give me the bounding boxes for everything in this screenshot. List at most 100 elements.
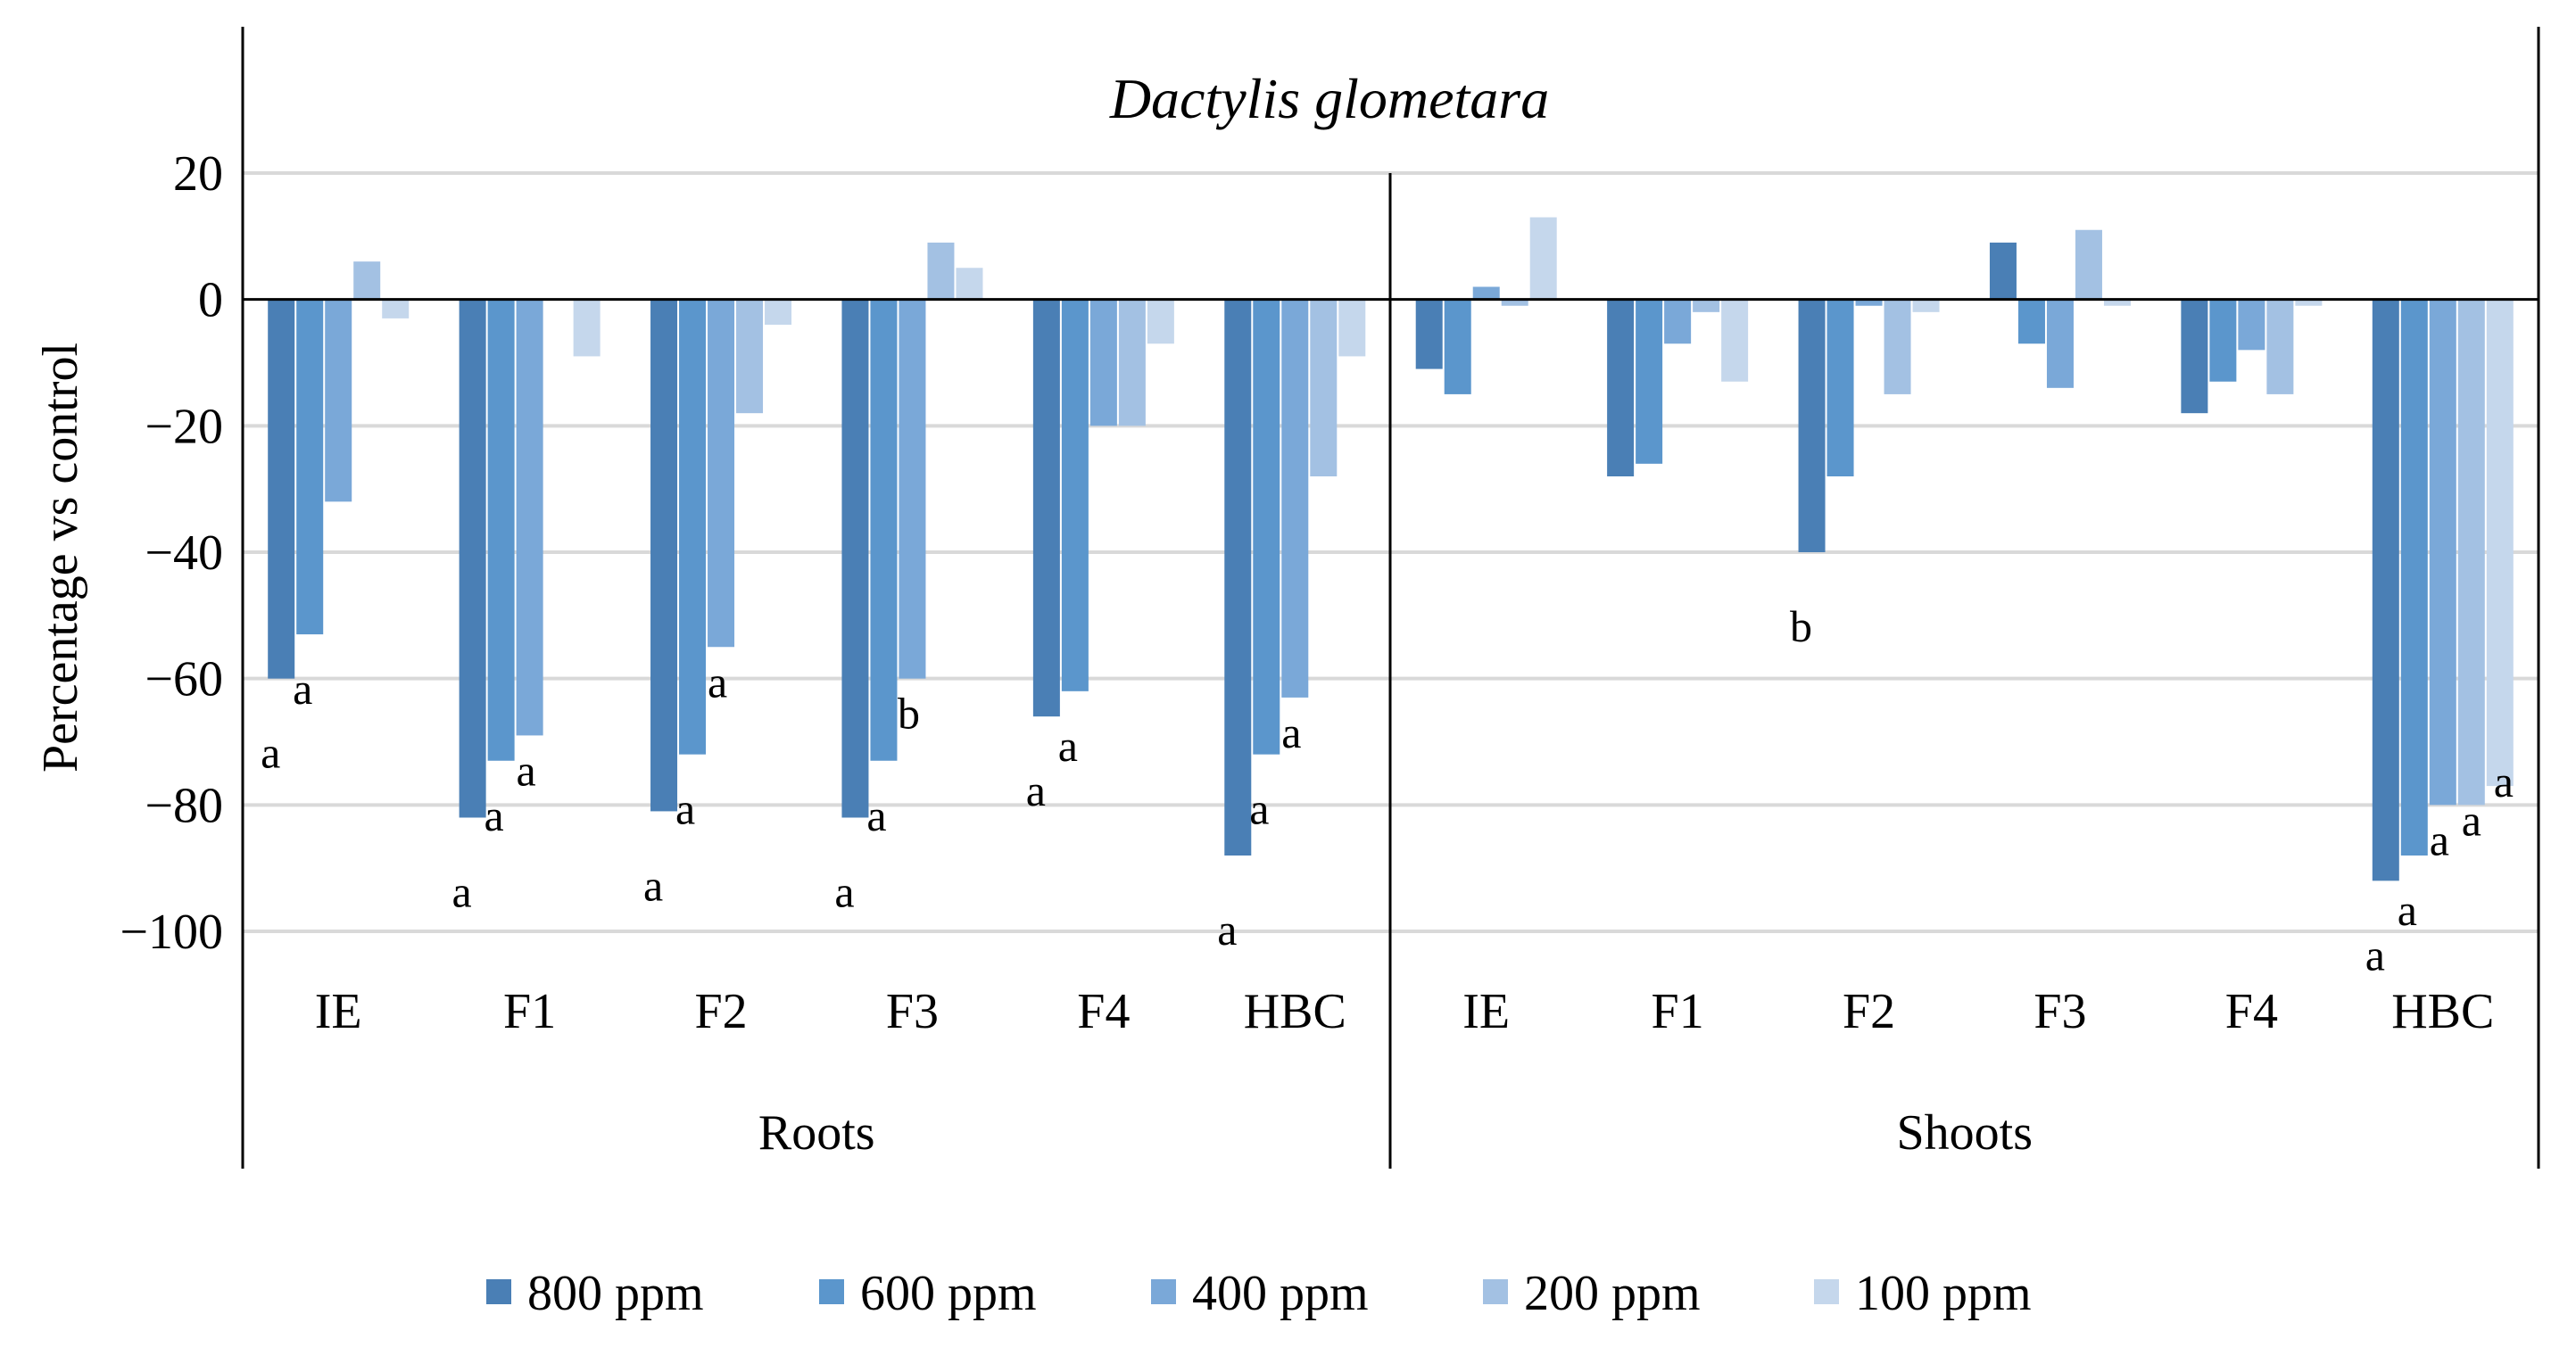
- bar: [1224, 299, 1252, 856]
- bar: [2181, 299, 2208, 414]
- category-label: F2: [1843, 984, 1895, 1039]
- bar: [516, 299, 543, 736]
- bar: [1338, 299, 1366, 357]
- significance-label: a: [1058, 721, 1078, 771]
- significance-label: a: [2430, 814, 2449, 864]
- bar: [1281, 299, 1309, 698]
- bar: [1118, 299, 1146, 426]
- bar: [1501, 299, 1528, 306]
- bar: [1032, 299, 1060, 717]
- legend-swatch: [1483, 1279, 1508, 1304]
- legend-swatch: [1814, 1279, 1839, 1304]
- bar: [1089, 299, 1117, 426]
- legend-label: 800 ppm: [527, 1266, 704, 1321]
- significance-label: a: [708, 657, 727, 707]
- bar: [2266, 299, 2294, 394]
- significance-label: a: [452, 867, 472, 917]
- bar: [956, 268, 983, 300]
- significance-label: b: [898, 689, 920, 739]
- bar: [2075, 229, 2102, 300]
- bar: [1310, 299, 1338, 476]
- bar: [736, 299, 764, 414]
- significance-label: a: [1281, 707, 1301, 757]
- legend-swatch: [486, 1279, 511, 1304]
- bar: [1472, 286, 1500, 300]
- bar: [2486, 299, 2514, 787]
- category-label: IE: [315, 984, 362, 1039]
- bar: [1693, 299, 1720, 312]
- bar: [325, 299, 352, 502]
- significance-label: a: [675, 784, 695, 834]
- legend-swatch: [819, 1279, 844, 1304]
- bar: [2295, 299, 2323, 306]
- group-label: Roots: [758, 1105, 875, 1161]
- category-label: HBC: [2391, 984, 2494, 1039]
- bar: [1636, 299, 1663, 464]
- bar: [1529, 217, 1557, 300]
- axes: [241, 27, 2540, 1169]
- bar: [2017, 299, 2045, 344]
- bar: [1884, 299, 1911, 394]
- bar: [1664, 299, 1692, 344]
- bar: [899, 299, 926, 679]
- y-tick-label: −20: [145, 399, 223, 454]
- bar: [2103, 299, 2131, 306]
- bar: [353, 261, 381, 300]
- significance-label: b: [1790, 601, 1812, 651]
- bar: [1415, 299, 1443, 369]
- bar: [870, 299, 898, 761]
- legend-label: 100 ppm: [1855, 1266, 2032, 1321]
- bar: [841, 299, 869, 818]
- bar: [573, 299, 601, 357]
- bar: [296, 299, 324, 635]
- category-label: F4: [2225, 984, 2278, 1039]
- y-tick-label: −100: [120, 905, 223, 960]
- labels: 200−20−40−60−80−100aaIEaaaF1aaaF2aabF3aa…: [120, 146, 2513, 1161]
- significance-label: a: [1249, 784, 1269, 834]
- significance-label: a: [643, 860, 663, 910]
- significance-label: a: [866, 790, 886, 840]
- bar: [1253, 299, 1280, 755]
- bar: [1444, 299, 1471, 394]
- bar: [1826, 299, 1854, 476]
- legend-label: 400 ppm: [1192, 1266, 1369, 1321]
- significance-label: a: [2398, 885, 2417, 935]
- bar: [2429, 299, 2456, 806]
- category-label: F2: [694, 984, 747, 1039]
- y-tick-label: −60: [145, 652, 223, 707]
- bar: [268, 299, 295, 679]
- bar: [382, 299, 410, 318]
- significance-label: a: [1026, 765, 1046, 815]
- bar: [1912, 299, 1940, 312]
- legend-swatch: [1151, 1279, 1176, 1304]
- bar: [487, 299, 515, 761]
- significance-label: a: [485, 790, 504, 840]
- category-label: F3: [2033, 984, 2086, 1039]
- significance-label: a: [2365, 930, 2385, 980]
- y-tick-label: 20: [173, 146, 223, 202]
- bar: [2046, 299, 2074, 388]
- bar: [1061, 299, 1089, 691]
- bar: [1798, 299, 1826, 552]
- bar: [2209, 299, 2237, 382]
- significance-label: a: [1217, 905, 1237, 955]
- group-label: Shoots: [1897, 1105, 2033, 1161]
- bar: [708, 299, 735, 648]
- category-label: F4: [1077, 984, 1130, 1039]
- significance-label: a: [261, 728, 280, 778]
- bar: [927, 242, 955, 300]
- y-tick-label: −40: [145, 525, 223, 581]
- legend: 800 ppm 600 ppm 400 ppm 200 ppm 100 ppm: [486, 1266, 2032, 1321]
- bar: [1607, 299, 1635, 476]
- category-label: IE: [1462, 984, 1510, 1039]
- bar: [2372, 299, 2399, 881]
- category-label: F1: [503, 984, 556, 1039]
- significance-label: a: [2462, 795, 2481, 845]
- legend-label: 600 ppm: [860, 1266, 1037, 1321]
- legend-label: 200 ppm: [1524, 1266, 1701, 1321]
- y-tick-label: −80: [145, 778, 223, 833]
- y-axis-label: Percentage vs control: [33, 343, 88, 773]
- category-label: HBC: [1244, 984, 1346, 1039]
- bar: [1147, 299, 1174, 344]
